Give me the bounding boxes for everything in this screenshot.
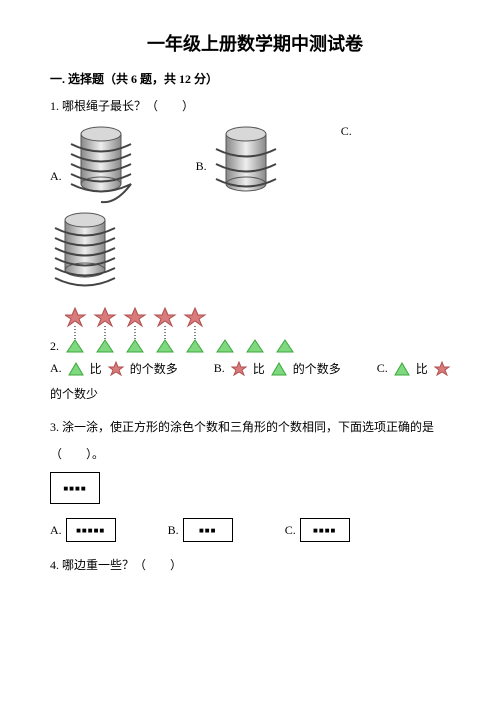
triangle-icon	[394, 362, 410, 376]
q2-optB-post: 的个数多	[293, 360, 341, 377]
q3-optB-label: B.	[168, 523, 179, 538]
q2-optC-pre: C.	[377, 361, 388, 376]
q3-text: 3. 涂一涂，使正方形的涂色个数和三角形的个数相同，下面选项正确的是	[50, 418, 460, 435]
q2-optA-post: 的个数多	[130, 360, 178, 377]
star-icon	[231, 361, 247, 377]
q1-text: 1. 哪根绳子最长？（ ）	[50, 97, 460, 114]
q3-given-box: ■■■■	[50, 472, 100, 504]
triangle-icon	[68, 362, 84, 376]
section-heading: 一. 选择题（共 6 题，共 12 分）	[50, 70, 460, 87]
star-icon	[434, 361, 450, 377]
q2-optA-mid: 比	[90, 360, 102, 377]
q3-text2: （ ）。	[50, 445, 460, 462]
q3-optC-box: ■■■■	[300, 518, 350, 542]
q3-optA-box: ■■■■■	[66, 518, 116, 542]
triangle-icon	[271, 362, 287, 376]
q2-number: 2.	[50, 339, 59, 354]
q3-optA-label: A.	[50, 523, 62, 538]
q3-options: A. ■■■■■ B. ■■■ C. ■■■■	[50, 518, 460, 542]
cylinder-icon	[50, 210, 120, 300]
q1-optB-label: B.	[196, 159, 207, 174]
q2-options: A. 比 的个数多 B. 比 的个数多 C. 比	[50, 360, 460, 377]
q2-row-icon	[65, 306, 325, 354]
q2-optB-mid: 比	[253, 360, 265, 377]
q1-optC-label: C.	[341, 124, 352, 139]
q4-text: 4. 哪边重一些？（ ）	[50, 556, 460, 573]
q1-optA-label: A.	[50, 169, 62, 184]
q3-optB-box: ■■■	[183, 518, 233, 542]
q2-shapes-row: 2.	[50, 306, 460, 354]
page-title: 一年级上册数学期中测试卷	[50, 30, 460, 56]
cylinder-icon	[66, 124, 136, 214]
q2-tail: 的个数少	[50, 385, 460, 402]
q2-optC-mid: 比	[416, 360, 428, 377]
q3-optC-label: C.	[285, 523, 296, 538]
q1-options: A. B. C.	[50, 124, 460, 214]
q2-optA-pre: A.	[50, 361, 62, 376]
q2-optB-pre: B.	[214, 361, 225, 376]
cylinder-icon	[211, 124, 281, 204]
star-icon	[108, 361, 124, 377]
